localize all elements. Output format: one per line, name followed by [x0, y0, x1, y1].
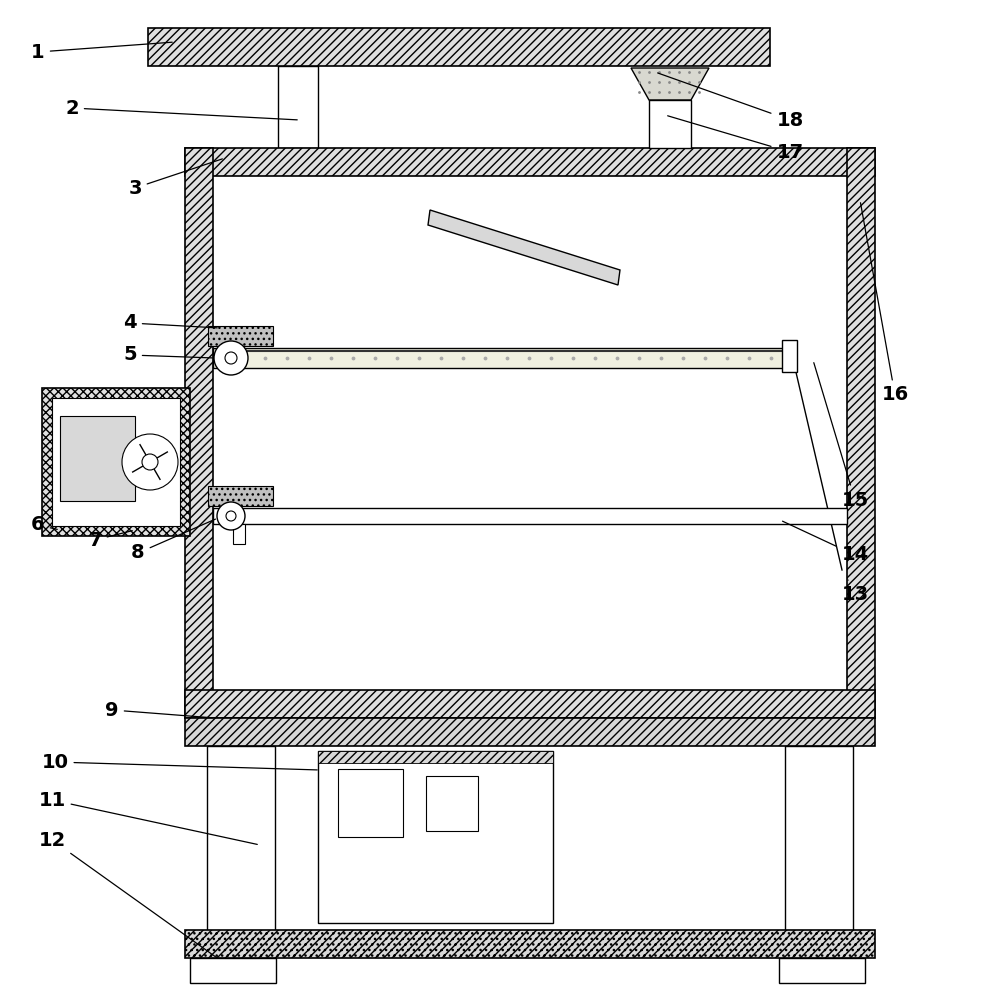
Text: 9: 9 — [106, 700, 212, 720]
Text: 11: 11 — [39, 790, 257, 844]
Circle shape — [225, 352, 237, 364]
Text: 3: 3 — [128, 159, 222, 198]
Bar — [426, 776, 478, 831]
Circle shape — [214, 341, 248, 375]
Bar — [847, 148, 875, 718]
Bar — [785, 746, 853, 933]
Text: 18: 18 — [658, 73, 803, 129]
Bar — [185, 148, 875, 176]
Bar — [213, 176, 847, 690]
Text: 17: 17 — [668, 116, 803, 161]
Bar — [185, 148, 213, 718]
Text: 4: 4 — [124, 314, 217, 332]
Text: 13: 13 — [842, 580, 868, 604]
Text: 1: 1 — [32, 42, 172, 62]
Bar — [649, 100, 691, 148]
Polygon shape — [631, 68, 709, 100]
Polygon shape — [428, 210, 620, 285]
Bar — [185, 930, 875, 958]
Bar — [278, 66, 318, 148]
Bar — [318, 751, 553, 763]
Circle shape — [122, 434, 178, 490]
Circle shape — [226, 511, 236, 521]
Bar — [42, 388, 190, 536]
Bar — [207, 746, 275, 933]
Bar — [213, 348, 787, 368]
Bar — [208, 486, 273, 506]
Bar — [60, 416, 135, 501]
Bar — [779, 958, 865, 983]
Text: 5: 5 — [124, 346, 212, 364]
Text: 8: 8 — [131, 519, 215, 562]
Text: 16: 16 — [861, 203, 909, 404]
Bar — [52, 398, 180, 526]
Bar — [782, 340, 797, 372]
Text: 10: 10 — [41, 752, 317, 772]
Text: 15: 15 — [814, 363, 868, 510]
Bar — [190, 958, 276, 983]
Bar — [233, 524, 245, 544]
Text: 12: 12 — [39, 830, 217, 958]
Bar — [185, 718, 875, 746]
Bar — [208, 326, 273, 346]
Text: 2: 2 — [65, 99, 297, 120]
Text: 6: 6 — [32, 516, 57, 534]
Bar — [318, 751, 553, 923]
Bar — [185, 690, 875, 718]
Circle shape — [142, 454, 158, 470]
Text: 14: 14 — [782, 521, 868, 564]
Bar — [148, 28, 770, 66]
Circle shape — [217, 502, 245, 530]
Bar — [338, 769, 403, 837]
Text: 7: 7 — [88, 530, 132, 550]
Bar — [213, 508, 847, 524]
